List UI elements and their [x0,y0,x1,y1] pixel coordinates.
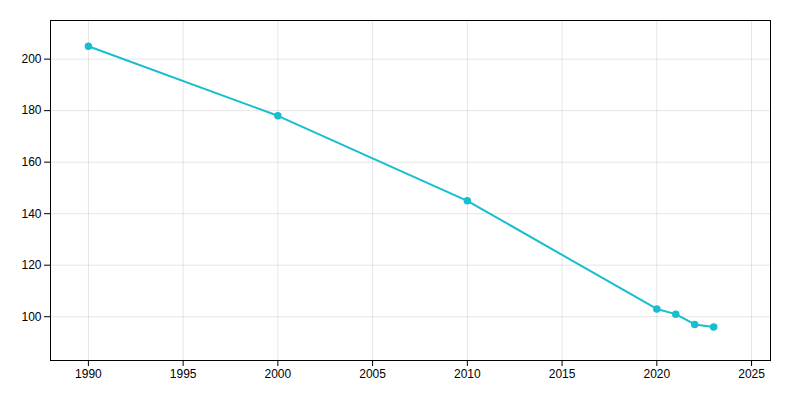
svg-text:1995: 1995 [170,367,197,381]
svg-text:160: 160 [21,155,41,169]
svg-text:100: 100 [21,310,41,324]
svg-text:1990: 1990 [75,367,102,381]
svg-text:2010: 2010 [454,367,481,381]
svg-text:2000: 2000 [265,367,292,381]
svg-text:180: 180 [21,103,41,117]
svg-text:2005: 2005 [359,367,386,381]
svg-text:2015: 2015 [549,367,576,381]
svg-text:120: 120 [21,258,41,272]
svg-text:2020: 2020 [643,367,670,381]
svg-text:200: 200 [21,52,41,66]
svg-text:140: 140 [21,207,41,221]
svg-text:2025: 2025 [738,367,765,381]
